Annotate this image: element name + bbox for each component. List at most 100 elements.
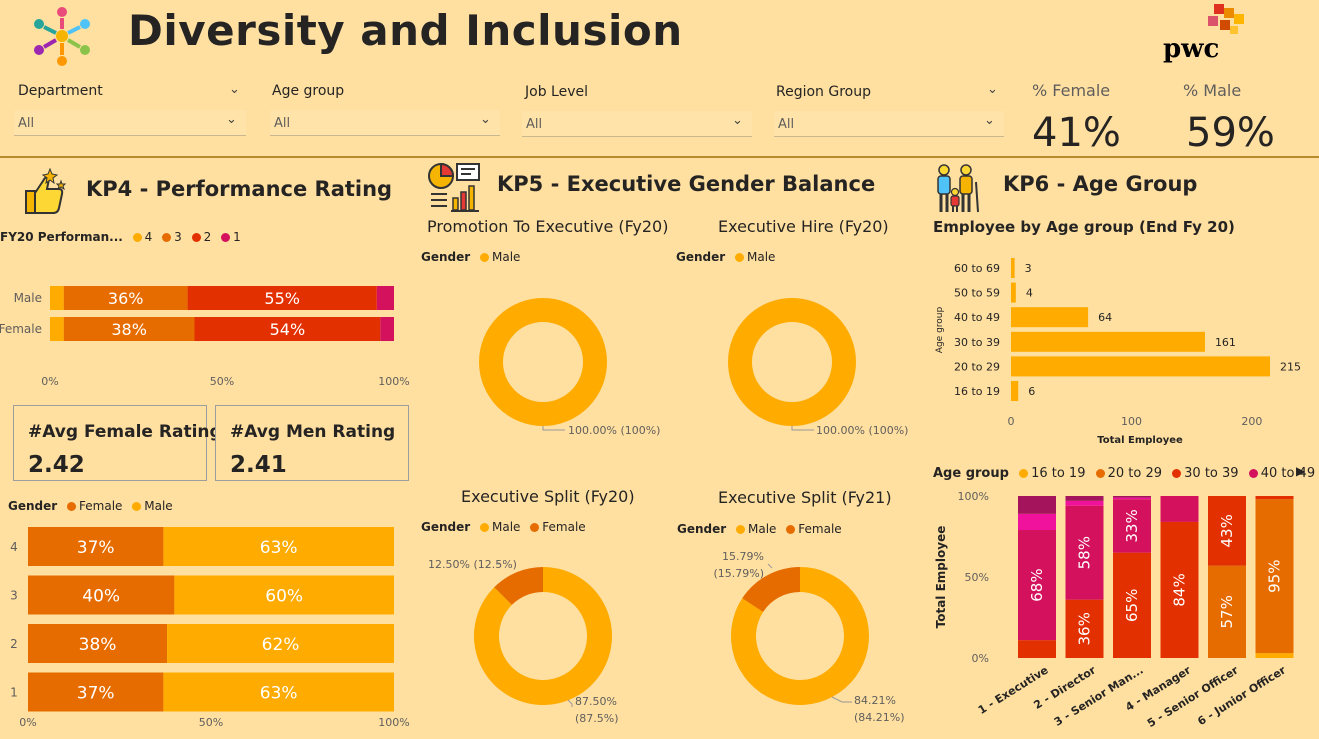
legend-item[interactable]: 1	[233, 230, 241, 244]
hire-legend: Gender Male	[676, 250, 775, 264]
data-label: 64	[1098, 311, 1112, 324]
data-label: 57%	[1218, 595, 1236, 628]
gender-by-rating-chart: 4 37% 63% 3 40% 60% 2 38% 62% 1 37% 63% 0% 50% 100%	[10, 527, 410, 729]
department-filter-label: Department	[18, 83, 103, 99]
bar	[1011, 356, 1270, 377]
avg-female-rating-card: #Avg Female Rating 2.42	[13, 405, 222, 481]
bar-segment	[1113, 497, 1151, 500]
bar-segment	[1113, 496, 1151, 498]
legend-title: Gender	[421, 250, 471, 264]
legend-item[interactable]: Male	[492, 520, 521, 534]
split-fy20-title: Executive Split (Fy20)	[461, 487, 635, 506]
donut-slice	[474, 567, 612, 705]
data-label: 43%	[1218, 514, 1236, 547]
slice-label: (84.21%)	[854, 711, 905, 724]
region-group-filter-dropdown[interactable]: All	[774, 111, 1004, 137]
job-level-filter-dropdown[interactable]: All	[522, 111, 752, 137]
legend-item[interactable]: Male	[747, 250, 776, 264]
slice-label: (15.79%)	[713, 567, 764, 580]
x-tick-label: 50%	[210, 375, 234, 388]
bar-segment	[1018, 530, 1056, 641]
leader-line	[831, 696, 852, 703]
x-tick-label: 0%	[19, 716, 36, 729]
age-group-filter-dropdown[interactable]: All	[270, 110, 500, 136]
legend-item[interactable]: 4	[144, 230, 153, 244]
legend-item[interactable]: Male	[748, 522, 777, 536]
data-label: 65%	[1123, 589, 1141, 622]
executive-hire-donut: 100.00% (100%)	[728, 298, 908, 437]
chevron-down-icon[interactable]: ⌄	[732, 113, 743, 128]
bar-segment	[1255, 499, 1294, 654]
data-label: 60%	[265, 587, 303, 607]
slice-label: 15.79%	[722, 550, 764, 563]
bar-segment	[1018, 513, 1056, 531]
chevron-down-icon[interactable]: ⌄	[984, 113, 995, 128]
legend-item[interactable]: 3	[174, 230, 182, 244]
chevron-down-icon[interactable]: ⌄	[226, 112, 237, 127]
legend-item[interactable]: 20 to 29	[1107, 466, 1163, 481]
bar-segment	[50, 317, 64, 341]
data-label: 63%	[260, 538, 298, 558]
legend-item[interactable]: Female	[542, 520, 586, 534]
job-level-filter-label: Job Level	[525, 84, 588, 100]
legend-item[interactable]: Male	[144, 499, 173, 513]
gender-legend: Gender Female Male	[8, 499, 173, 513]
slice-label: 12.50% (12.5%)	[428, 558, 517, 571]
perf-legend: FY20 Performan... 4 3 2 1	[0, 230, 241, 244]
x-tick-label: 100%	[378, 375, 409, 388]
bar-segment	[1208, 565, 1246, 658]
data-label: 33%	[1123, 509, 1141, 542]
data-label: 58%	[1076, 536, 1094, 569]
bar-segment	[1065, 505, 1104, 600]
legend-item[interactable]: 40 to 49	[1260, 466, 1316, 481]
bar-segment	[1113, 552, 1151, 658]
category-label: 4	[10, 540, 18, 554]
data-label: 3	[1025, 262, 1032, 275]
legend-title: Gender	[421, 520, 471, 534]
region-group-filter-label: Region Group	[776, 84, 871, 100]
category-label: 20 to 29	[954, 360, 1000, 373]
data-label: 37%	[77, 538, 115, 558]
bar-segment	[1113, 499, 1151, 553]
data-label: 95%	[1266, 560, 1284, 593]
leader-line	[567, 699, 573, 707]
legend-title: Age group	[933, 466, 1009, 481]
data-label: 37%	[77, 684, 115, 704]
executive-split-fy20-donut: 12.50% (12.5%) 87.50% (87.5%)	[428, 558, 619, 725]
legend-next-arrow-icon[interactable]: ▶	[1296, 464, 1306, 478]
legend-item[interactable]: 16 to 19	[1031, 466, 1086, 481]
slice-label: 84.21%	[854, 694, 896, 707]
legend-item[interactable]: 30 to 39	[1184, 466, 1239, 481]
age-group-filter-label: Age group	[272, 83, 345, 99]
promotion-to-executive-donut: 100.00% (100%)	[479, 298, 660, 437]
x-tick-label: 0	[1008, 415, 1015, 428]
age-group-by-job-level-chart: 0%50%100%Total Employee 68%1 - Executive3…	[934, 490, 1294, 730]
bar	[1011, 258, 1015, 278]
bar-segment	[194, 317, 381, 341]
diversity-logo-icon	[34, 7, 90, 66]
bar-segment	[28, 575, 175, 615]
y-axis-label: Age group	[935, 307, 945, 354]
category-label: Female	[0, 322, 42, 336]
avg-men-rating-card: #Avg Men Rating 2.41	[215, 405, 409, 481]
legend-item[interactable]: Male	[492, 250, 521, 264]
chevron-down-icon[interactable]: ⌄	[480, 112, 491, 127]
legend-item[interactable]: Female	[798, 522, 842, 536]
kp4-title: KP4 - Performance Rating	[86, 177, 393, 201]
avg-men-rating-value: 2.41	[230, 452, 287, 478]
promotion-chart-title: Promotion To Executive (Fy20)	[427, 217, 669, 236]
bar-segment	[1160, 521, 1199, 658]
bar-segment	[163, 527, 394, 566]
x-tick-label: 100	[1121, 415, 1142, 428]
chevron-down-icon[interactable]: ⌄	[987, 82, 998, 97]
male-percent-value: 59%	[1186, 110, 1275, 156]
legend-item[interactable]: Female	[79, 499, 123, 513]
department-filter-dropdown[interactable]: All	[14, 110, 246, 136]
avg-female-rating-value: 2.42	[28, 452, 85, 478]
legend-title: Gender	[677, 522, 727, 536]
thumbs-up-icon	[25, 167, 67, 214]
chevron-down-icon[interactable]: ⌄	[229, 82, 240, 97]
data-label: 215	[1280, 360, 1301, 373]
legend-item[interactable]: 2	[203, 230, 212, 244]
perf-rating-by-gender-chart: Male 36% 55% Female 38% 54% 0% 50% 100%	[0, 286, 410, 388]
